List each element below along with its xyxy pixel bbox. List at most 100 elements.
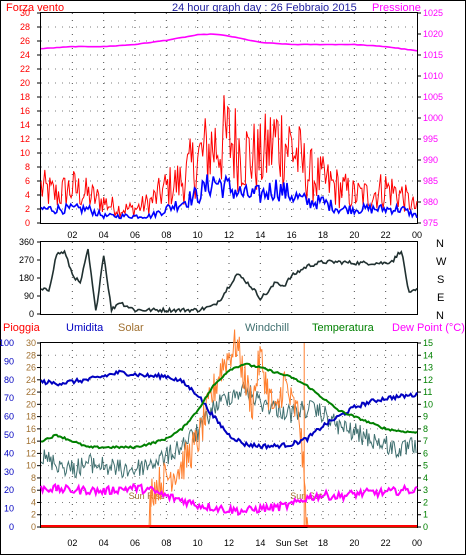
temp-y-tick-label: 7 <box>423 436 428 446</box>
compass-e: E <box>437 292 444 304</box>
pressure-y-tick-label: 985 <box>423 176 438 186</box>
humidity-y-tick-label: 100 <box>0 338 14 348</box>
compass-w: W <box>436 256 447 268</box>
x-tick-label-top: 14 <box>255 230 265 240</box>
x-tick-label-bottom: 10 <box>193 538 203 548</box>
temp-y-tick-label: 1 <box>423 510 428 520</box>
x-tick-label-bottom: 22 <box>381 538 391 548</box>
temp-y-tick-label: 2 <box>423 497 428 507</box>
wind-y-tick-label: 2 <box>25 204 30 214</box>
wind-y-tick-label: 20 <box>20 78 30 88</box>
x-tick-label-top: 20 <box>349 230 359 240</box>
pressure-y-tick-label: 990 <box>423 155 438 165</box>
pressure-line <box>40 33 418 52</box>
wind-y-tick-label: 4 <box>25 190 30 200</box>
pressure-y-tick-label: 1015 <box>423 50 443 60</box>
humidity-y-tick-label: 70 <box>4 393 14 403</box>
compass-n-bottom: N <box>436 310 444 322</box>
direction-y-tick-label: 360 <box>19 237 34 247</box>
wind-y-tick-label: 16 <box>20 106 30 116</box>
wind-y-tick-label: 0 <box>25 218 30 228</box>
humidity-y-tick-label: 10 <box>4 504 14 514</box>
pressure-y-tick-label: 1000 <box>423 113 443 123</box>
solar-y-tick-label: 22 <box>26 387 36 397</box>
humidity-y-tick-label: 90 <box>4 356 14 366</box>
x-tick-label-top: 06 <box>130 230 140 240</box>
wind-y-tick-label: 30 <box>20 8 30 18</box>
compass-n-top: N <box>436 238 444 250</box>
compass-labels: N W S E N <box>436 238 447 322</box>
x-tick-label-top: 22 <box>381 230 391 240</box>
wind-average-line <box>40 173 418 221</box>
x-tick-label-bottom: 04 <box>99 538 109 548</box>
humidity-y-tick-label: 40 <box>4 448 14 458</box>
solar-y-tick-label: 6 <box>31 485 36 495</box>
temp-y-tick-label: 11 <box>423 387 432 397</box>
solar-y-tick-label: 24 <box>26 375 36 385</box>
direction-y-tick-label: 270 <box>19 255 34 265</box>
dewpoint-line <box>40 482 418 516</box>
temp-y-tick-label: 3 <box>423 485 428 495</box>
wind-y-tick-label: 12 <box>20 134 30 144</box>
x-tick-label-top: 08 <box>161 230 171 240</box>
x-tick-label-bottom: 12 <box>224 538 234 548</box>
solar-y-tick-label: 2 <box>31 510 36 520</box>
humidity-y-tick-label: 30 <box>4 467 14 477</box>
wind-y-tick-label: 18 <box>20 92 30 102</box>
x-tick-label-top: 04 <box>99 230 109 240</box>
legend-pioggia: Pioggia <box>3 322 41 334</box>
solar-y-tick-label: 18 <box>26 412 36 422</box>
temp-y-tick-label: 5 <box>423 461 428 471</box>
x-tick-label-bottom: 20 <box>349 538 359 548</box>
x-tick-label-bottom: Sun Set <box>276 538 309 548</box>
direction-y-tick-label: 180 <box>19 273 34 283</box>
top-right-label: Pressione <box>372 2 421 14</box>
wind-y-tick-label: 28 <box>20 22 30 32</box>
direction-y-tick-label: 0 <box>29 309 34 319</box>
x-tick-label-top: 10 <box>193 230 203 240</box>
series-layer <box>40 33 418 528</box>
humidity-y-tick-label: 20 <box>4 485 14 495</box>
pressure-y-tick-label: 1025 <box>423 8 443 18</box>
x-tick-label-bottom: 06 <box>130 538 140 548</box>
legend-temperatura: Temperatura <box>312 322 375 334</box>
temp-y-tick-label: 9 <box>423 412 428 422</box>
x-tick-label-top: 02 <box>67 230 77 240</box>
temp-y-tick-label: 12 <box>423 375 433 385</box>
x-tick-label-top: 12 <box>224 230 234 240</box>
temp-y-tick-label: 10 <box>423 399 433 409</box>
wind-y-tick-label: 14 <box>20 120 30 130</box>
solar-y-tick-label: 26 <box>26 363 36 373</box>
wind-y-tick-label: 22 <box>20 64 30 74</box>
temp-y-tick-label: 4 <box>423 473 428 483</box>
x-tick-label-bottom: 18 <box>318 538 328 548</box>
solar-y-tick-label: 14 <box>26 436 36 446</box>
solar-y-tick-label: 16 <box>26 424 36 434</box>
temp-y-tick-label: 0 <box>423 522 428 532</box>
direction-y-tick-label: 90 <box>24 291 34 301</box>
pressure-y-tick-label: 1010 <box>423 71 443 81</box>
legend-solar: Solar <box>118 322 144 334</box>
solar-y-tick-label: 0 <box>31 522 36 532</box>
windchill-line <box>40 381 417 479</box>
top-title: 24 hour graph day : 26 Febbraio 2015 <box>172 2 357 14</box>
temp-y-tick-label: 15 <box>423 338 433 348</box>
legend-dewpoint: Dew Point (°C) <box>392 322 465 334</box>
solar-y-tick-label: 10 <box>26 461 36 471</box>
sunrise-label: Sun Rise <box>129 491 166 501</box>
temperature-line <box>41 362 418 450</box>
wind-direction-line <box>40 248 418 315</box>
bottom-legend: Pioggia Umidita Solar Windchill Temperat… <box>3 322 465 334</box>
compass-s: S <box>437 274 444 286</box>
humidity-y-tick-label: 0 <box>9 522 14 532</box>
humidity-y-tick-label: 60 <box>4 412 14 422</box>
solar-y-tick-label: 20 <box>26 399 36 409</box>
x-tick-label-bottom: 08 <box>161 538 171 548</box>
temp-y-tick-label: 13 <box>423 363 433 373</box>
wind-y-tick-label: 10 <box>20 148 30 158</box>
wind-y-tick-label: 8 <box>25 162 30 172</box>
x-tick-label-bottom: 14 <box>255 538 265 548</box>
temp-y-tick-label: 8 <box>423 424 428 434</box>
